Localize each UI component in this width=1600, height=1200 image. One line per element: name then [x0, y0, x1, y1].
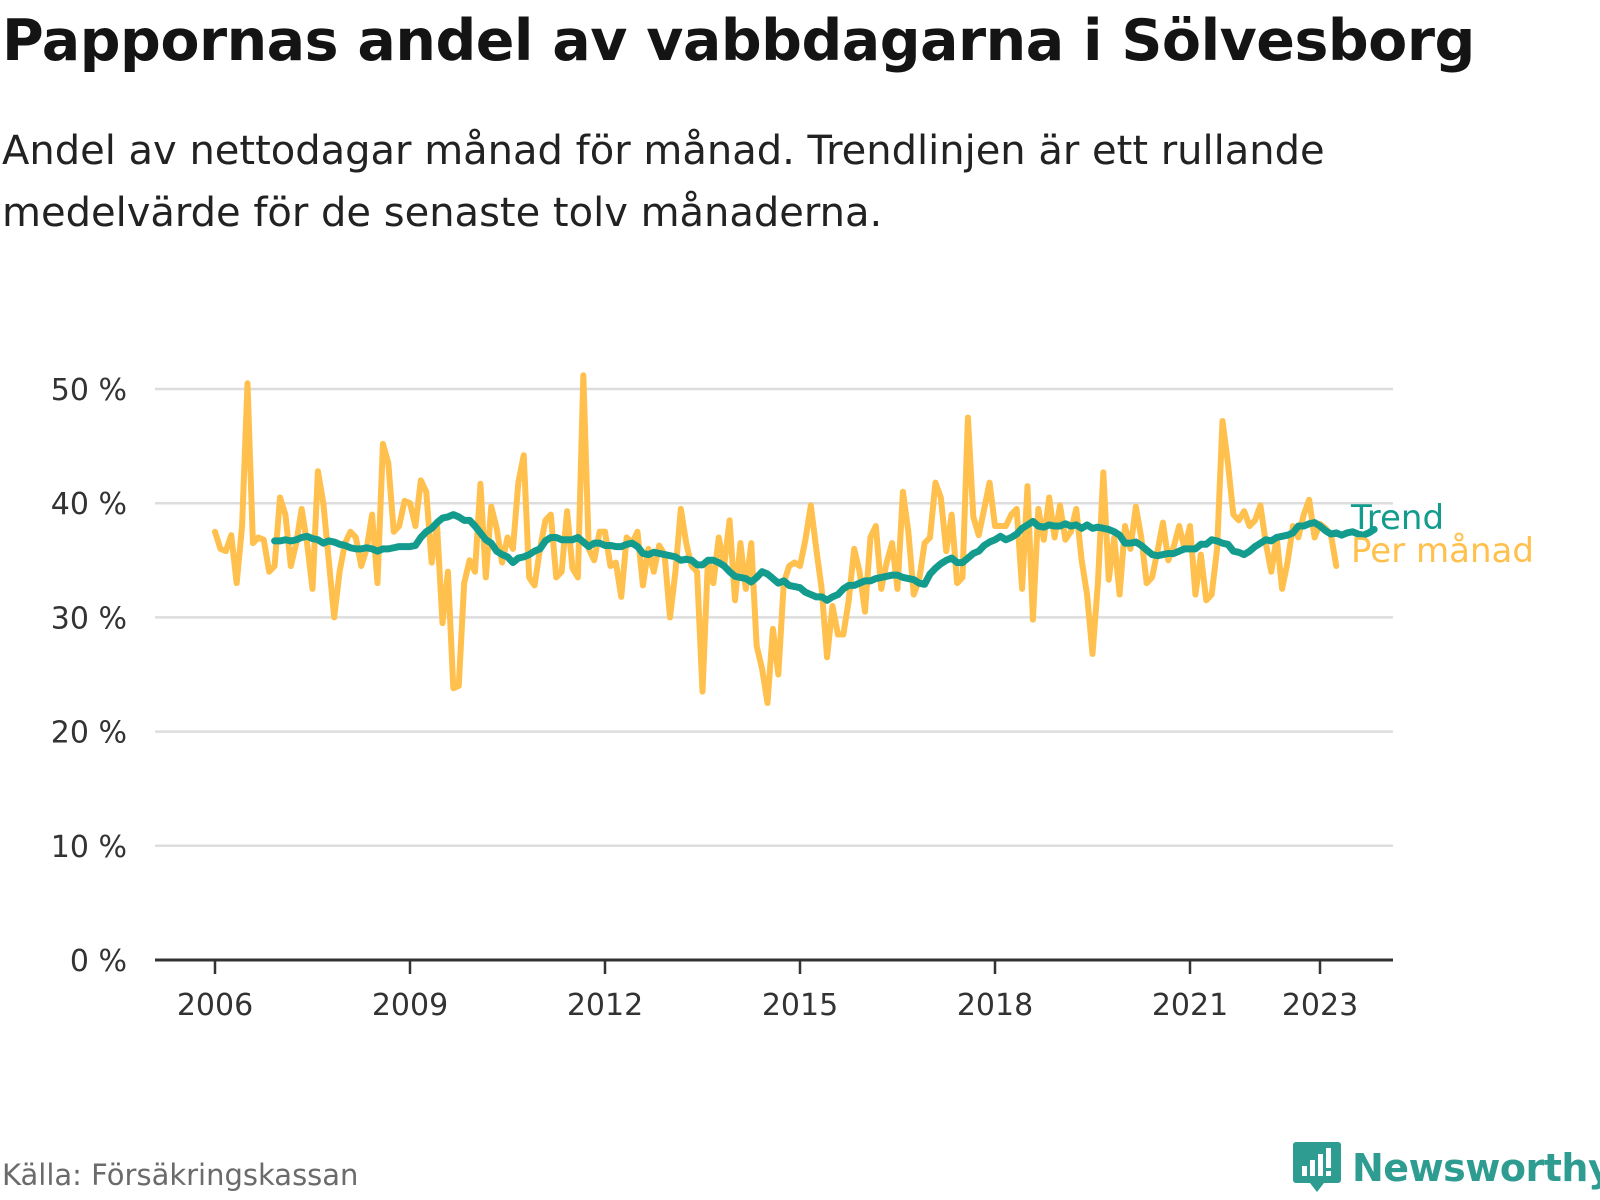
x-tick-label: 2015 — [762, 988, 838, 1023]
x-axis: 2006 2009 2012 2015 2018 2021 2023 — [155, 958, 1393, 1023]
gridlines — [155, 387, 1393, 848]
y-tick-label: 20 % — [51, 716, 127, 751]
legend-per-manad: Per månad — [1351, 531, 1534, 571]
x-tick-label: 2021 — [1152, 988, 1228, 1023]
monthly-line — [212, 372, 1340, 707]
chart-title: Pappornas andel av vabbdagarna i Sölvesb… — [2, 8, 1475, 74]
y-axis: 0 % 10 % 20 % 30 % 40 % 50 % — [51, 373, 127, 979]
chart-subtitle: Andel av nettodagar månad för månad. Tre… — [2, 128, 1325, 236]
trend-line — [271, 511, 1378, 604]
brand-name: Newsworthy — [1352, 1146, 1600, 1190]
x-tick-label: 2023 — [1282, 988, 1358, 1023]
series-lines — [212, 372, 1378, 707]
y-tick-label: 30 % — [51, 601, 127, 636]
x-tick-label: 2006 — [177, 988, 253, 1023]
x-tick-label: 2012 — [567, 988, 643, 1023]
y-tick-label: 0 % — [70, 944, 127, 979]
brand-logo[interactable]: Newsworthy — [1292, 1140, 1600, 1196]
x-tick-label: 2018 — [957, 988, 1033, 1023]
x-tick-label: 2009 — [372, 988, 448, 1023]
source-note: Källa: Försäkringskassan — [2, 1158, 359, 1192]
y-tick-label: 50 % — [51, 373, 127, 408]
y-tick-label: 10 % — [51, 830, 127, 865]
line-chart: 0 % 10 % 20 % 30 % 40 % 50 % 2006 2009 2012 2015… — [51, 372, 1534, 1023]
legend-trend: Trend — [1350, 498, 1444, 538]
newsworthy-logo-icon — [1293, 1142, 1341, 1192]
y-tick-label: 40 % — [51, 487, 127, 522]
